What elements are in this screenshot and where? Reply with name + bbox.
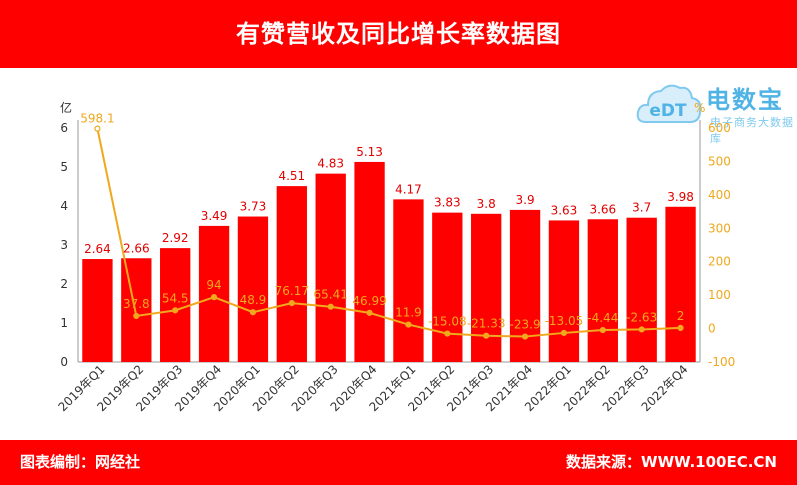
y-tick-label: 4 — [60, 199, 68, 213]
y2-tick-label: 500 — [708, 154, 731, 168]
bar-value-label: 3.63 — [551, 203, 578, 217]
bar — [587, 219, 618, 362]
y-tick-label: 5 — [60, 160, 68, 174]
bar-value-label: 3.8 — [477, 197, 496, 211]
bar — [354, 161, 385, 362]
rate-point — [210, 294, 218, 301]
y2-tick-label: 300 — [708, 221, 731, 235]
bar — [393, 199, 424, 362]
logo-subtitle: 电子商务大数据库 — [710, 116, 794, 145]
footer-source: 数据来源：WWW.100EC.CN — [566, 453, 777, 471]
bar — [160, 248, 191, 362]
y-tick-label: 1 — [60, 316, 68, 330]
bar-value-label: 3.73 — [240, 200, 267, 214]
brand-logo: eDT 电数宝 电子商务大数据库 — [634, 78, 794, 145]
logo-mark: eDT — [649, 101, 687, 121]
rate-value-label: -13.05 — [545, 314, 584, 328]
y2-tick-label: 400 — [708, 188, 731, 202]
rate-value-label: 65.41 — [314, 288, 348, 302]
bar-value-label: 2.64 — [84, 242, 111, 256]
bar — [548, 220, 580, 362]
bar — [665, 206, 696, 362]
rate-point — [249, 309, 257, 316]
bar-value-label: 4.17 — [395, 182, 422, 196]
rate-value-label: 598.1 — [80, 112, 114, 126]
rate-point — [560, 329, 568, 337]
bar — [82, 259, 113, 362]
rate-value-label: 37.8 — [123, 297, 150, 311]
rate-point — [444, 330, 451, 337]
bar-value-label: 3.66 — [589, 202, 616, 216]
rate-value-label: 76.17 — [275, 284, 309, 298]
bar-value-label: 4.83 — [317, 157, 344, 171]
rate-point — [521, 333, 529, 340]
y2-tick-label: 0 — [708, 322, 716, 336]
rate-point — [172, 307, 179, 314]
rate-value-label: -21.33 — [467, 317, 506, 331]
bar — [276, 186, 307, 362]
y-axis-label: 亿 — [60, 100, 72, 115]
bar-value-label: 3.7 — [632, 201, 651, 215]
bar-value-label: 3.9 — [516, 193, 535, 207]
bar-value-label: 3.83 — [434, 196, 461, 210]
rate-point — [94, 125, 101, 132]
bar-value-label: 4.51 — [278, 169, 305, 183]
rate-value-label: 54.5 — [162, 291, 189, 305]
chart-title: 有赞营收及同比增长率数据图 — [236, 20, 561, 48]
y2-tick-label: 200 — [708, 255, 731, 269]
y2-tick-label: -100 — [708, 355, 735, 369]
y2-tick-label: 100 — [708, 288, 731, 302]
logo-name: 电数宝 — [706, 86, 784, 114]
header-banner: 有赞营收及同比增长率数据图 — [0, 0, 797, 68]
y2-axis-label: % — [694, 101, 705, 115]
bar — [121, 258, 152, 362]
rate-value-label: 46.99 — [352, 294, 386, 308]
rate-point — [677, 324, 684, 332]
bar — [471, 213, 502, 362]
bar-value-label: 3.49 — [201, 209, 228, 223]
rate-point — [599, 326, 606, 334]
rate-value-label: 2 — [677, 309, 685, 323]
rate-value-label: 94 — [206, 278, 221, 292]
bar-value-label: 3.98 — [667, 190, 694, 204]
rate-value-label: -23.9 — [510, 318, 541, 332]
revenue-growth-chart: 0 1 2 3 4 5 6 -100 0 100 200 300 400 500 600 亿 % 2.64 2.66… — [55, 100, 735, 414]
cloud-logo-icon: eDT — [636, 84, 702, 123]
rate-point — [133, 312, 140, 320]
rate-point — [366, 309, 373, 316]
bar — [198, 225, 230, 362]
rate-point — [288, 300, 295, 307]
rate-point — [405, 321, 412, 328]
rate-value-label: -4.44 — [587, 311, 618, 325]
y2-tick-label: 600 — [708, 121, 731, 135]
rate-point — [483, 332, 490, 339]
bar — [626, 217, 657, 362]
rate-value-label: 11.9 — [395, 306, 422, 320]
rate-value-label: -2.63 — [626, 310, 657, 324]
footer-compiler: 图表编制：网经社 — [20, 453, 141, 471]
y-tick-label: 3 — [60, 238, 68, 252]
rate-value-label: 48.9 — [240, 293, 267, 307]
bar — [432, 212, 463, 362]
y-tick-label: 6 — [60, 121, 68, 135]
bar — [237, 216, 269, 362]
bar — [315, 173, 346, 362]
footer-banner: 图表编制：网经社 数据来源：WWW.100EC.CN — [0, 440, 797, 485]
bar-value-label: 2.66 — [123, 241, 150, 255]
y-tick-label: 0 — [60, 355, 68, 369]
rate-point — [638, 326, 645, 333]
bar-value-label: 2.92 — [162, 231, 189, 245]
growth-rate-line — [96, 128, 681, 338]
y-tick-label: 2 — [60, 277, 68, 291]
rate-value-label: -15.08 — [428, 315, 467, 329]
bar-value-label: 5.13 — [356, 145, 383, 159]
rate-point — [327, 303, 334, 310]
